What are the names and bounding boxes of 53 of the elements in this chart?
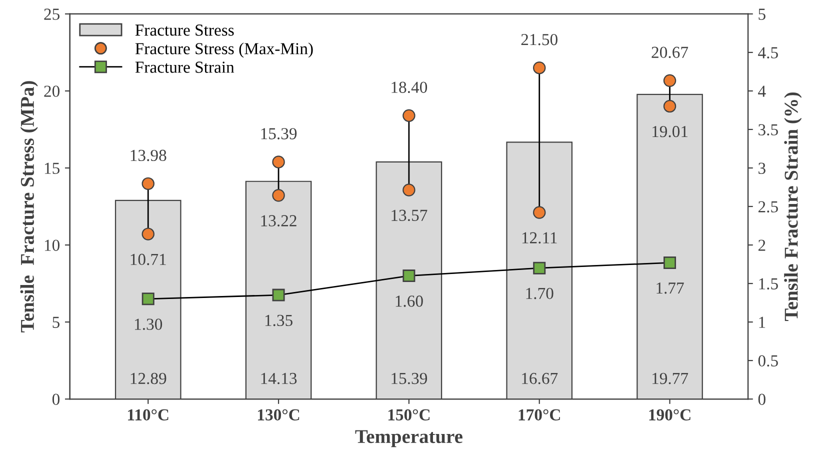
x-tick-label: 130°C xyxy=(258,409,300,420)
data-label: 1.60 xyxy=(396,296,423,307)
y2-tick-label: 1 xyxy=(759,316,766,328)
data-label: 1.70 xyxy=(526,288,554,300)
y2-tick-label: 3 xyxy=(758,162,766,174)
point xyxy=(664,256,676,269)
y2-tick-label: 1.5 xyxy=(759,278,778,290)
point xyxy=(272,288,285,302)
data-label: 13.57 xyxy=(392,210,428,222)
data-label: 20.67 xyxy=(652,46,688,58)
x-tick-label: 190°C xyxy=(649,409,690,420)
data-label: 18.40 xyxy=(392,82,428,94)
y2-tick-label: 2.5 xyxy=(758,201,778,212)
y2-tick-label: 3.5 xyxy=(758,124,778,136)
data-label: 1.35 xyxy=(265,314,292,326)
data-label: 15.39 xyxy=(392,372,428,384)
y-tick-label: 10 xyxy=(44,240,60,251)
data-label: 10.71 xyxy=(130,254,166,266)
x-axis-title: Temperature xyxy=(355,430,462,448)
data-label: 1.30 xyxy=(135,318,162,330)
legend-label: Fracture Stress xyxy=(135,24,234,36)
legend-label: Fracture Strain xyxy=(135,62,234,73)
y-tick-label: 15 xyxy=(44,162,60,174)
data-label: 13.22 xyxy=(261,215,296,226)
y2-tick-label: 4 xyxy=(758,86,766,97)
data-label: 19.01 xyxy=(652,126,688,138)
y2-tick-label: 4.5 xyxy=(758,47,778,58)
y2-tick-label: 2 xyxy=(758,240,766,251)
x-tick-label: 150°C xyxy=(388,409,430,420)
point xyxy=(402,270,416,282)
y2-tick-label: 0 xyxy=(758,394,766,405)
y-tick-label: 5 xyxy=(52,316,60,328)
data-label: 14.13 xyxy=(261,372,297,384)
data-label: 13.98 xyxy=(130,150,166,162)
y-tick-label: 0 xyxy=(52,394,60,405)
legend-label: Fracture Stress (Max-Min) xyxy=(135,42,313,58)
x-tick-label: 170°C xyxy=(518,409,560,420)
y2-axis-title: Tensile Fracture Strain (%) xyxy=(784,92,802,321)
data-label: 15.39 xyxy=(261,128,297,140)
data-label: 12.11 xyxy=(522,232,557,244)
data-label: 16.67 xyxy=(522,372,558,384)
data-label: 1.77 xyxy=(656,282,684,294)
y-tick-label: 25 xyxy=(44,8,60,20)
point xyxy=(533,262,546,274)
y2-tick-label: 5 xyxy=(758,8,766,20)
y2-tick-label: 0.5 xyxy=(758,355,778,367)
y-tick-label: 20 xyxy=(44,86,60,97)
data-label: 12.89 xyxy=(130,372,166,384)
point xyxy=(142,292,154,306)
x-tick-label: 110°C xyxy=(128,409,168,420)
data-label: 19.77 xyxy=(652,372,688,384)
y-axis-title: Tensile Fracture Stress (MPa) xyxy=(20,81,38,332)
data-label: 21.50 xyxy=(521,34,558,46)
